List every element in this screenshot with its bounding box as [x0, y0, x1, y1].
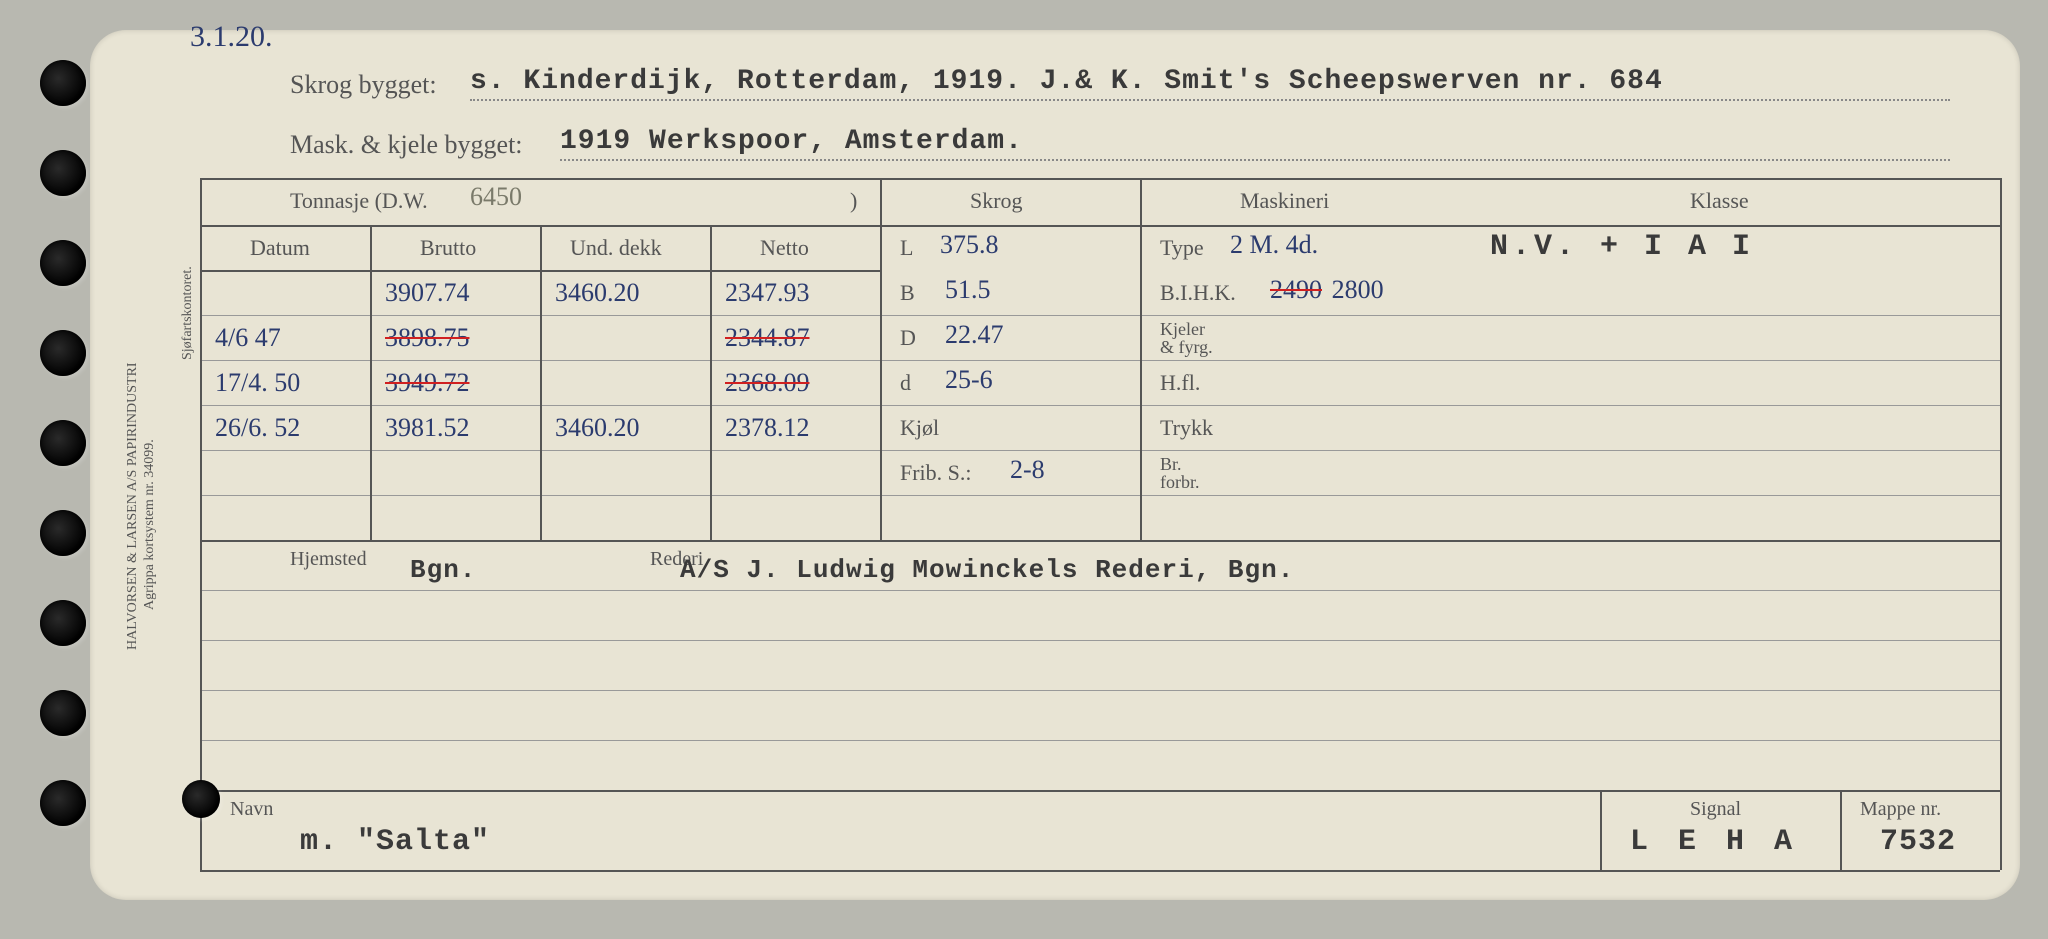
navn-label: Navn	[230, 798, 273, 821]
grid-line	[1140, 178, 1142, 540]
grid-line	[370, 225, 372, 540]
binder-hole	[40, 330, 86, 376]
grid-line	[200, 690, 2000, 691]
skrog-label: Frib. S.:	[900, 460, 972, 486]
mask-label: B.I.H.K.	[1160, 280, 1236, 306]
grid-line	[200, 405, 2000, 406]
mask-label: Type	[1160, 235, 1204, 261]
table-cell: 3898.75	[385, 323, 470, 353]
grid-line	[2000, 178, 2002, 870]
klasse-value: N.V. + I A I	[1490, 230, 1754, 264]
table-cell: 3907.74	[385, 278, 470, 308]
binder-hole	[40, 60, 86, 106]
table-cell: 3460.20	[555, 278, 640, 308]
grid-line	[200, 540, 2000, 542]
skrog-label: L	[900, 235, 913, 261]
grid-line	[710, 225, 712, 540]
grid-line	[200, 740, 2000, 741]
grid-line	[880, 178, 882, 540]
grid-line	[540, 225, 542, 540]
grid-line	[200, 178, 202, 870]
binder-hole	[40, 510, 86, 556]
binder-hole	[40, 420, 86, 466]
table-cell: 17/4. 50	[215, 368, 300, 398]
mask-label: H.fl.	[1160, 370, 1200, 396]
binder-hole	[40, 240, 86, 286]
page-root: 3.1.20. Skrog bygget: s. Kinderdijk, Rot…	[0, 0, 2048, 939]
mappe-label: Mappe nr.	[1860, 798, 1941, 821]
mappe-value: 7532	[1880, 825, 1956, 859]
grid-line	[200, 640, 2000, 641]
mask-val-struck: 2490	[1270, 275, 1322, 304]
hjemsted-label: Hjemsted	[290, 548, 367, 571]
col-netto: Netto	[760, 235, 809, 261]
grid-line	[200, 495, 2000, 496]
grid-line	[200, 360, 2000, 361]
grid-line	[200, 790, 2000, 792]
hjemsted-value: Bgn.	[410, 555, 476, 585]
col-und: Und. dekk	[570, 235, 662, 261]
mask-label: Kjeler & fyrg.	[1160, 320, 1213, 356]
grid-line	[200, 178, 2000, 180]
skrog-val: 2-8	[1010, 455, 1045, 485]
rederi-value: A/S J. Ludwig Mowinckels Rederi, Bgn.	[680, 555, 1294, 585]
skrog-bygget-label: Skrog bygget:	[290, 70, 437, 100]
table-cell: 3981.52	[385, 413, 470, 443]
mask-kjele-value: 1919 Werkspoor, Amsterdam.	[560, 126, 1950, 161]
tonnasje-title: Tonnasje (D.W.	[290, 188, 428, 214]
skrog-val: 22.47	[945, 320, 1004, 350]
skrog-bygget-value: s. Kinderdijk, Rotterdam, 1919. J.& K. S…	[470, 66, 1950, 101]
table-cell: 2378.12	[725, 413, 810, 443]
klasse-title: Klasse	[1690, 188, 1749, 214]
table-cell: 3460.20	[555, 413, 640, 443]
binder-hole	[40, 780, 86, 826]
tonnasje-close: )	[850, 188, 857, 214]
col-datum: Datum	[250, 235, 310, 261]
mask-val: 2490 2800	[1270, 275, 1384, 305]
mask-label: Trykk	[1160, 415, 1213, 441]
table-cell: 26/6. 52	[215, 413, 300, 443]
skrog-val: 375.8	[940, 230, 999, 260]
tonnasje-dw-hand: 6450	[470, 182, 522, 212]
side-manufacturer: HALVORSEN & LARSEN A/S PAPIRINDUSTRI	[125, 362, 141, 650]
side-sjofart: Sjøfartskontoret.	[180, 266, 196, 360]
mask-label: Br. forbr.	[1160, 455, 1200, 491]
index-card: 3.1.20. Skrog bygget: s. Kinderdijk, Rot…	[90, 30, 2020, 900]
skrog-title: Skrog	[970, 188, 1023, 214]
grid-line	[200, 870, 2000, 872]
grid-line	[200, 450, 2000, 451]
table-cell: 2368.09	[725, 368, 810, 398]
table-cell: 3949.72	[385, 368, 470, 398]
side-system-nr: Agrippa kortsystem nr. 34099.	[142, 439, 158, 610]
mask-val-rest: 2800	[1332, 275, 1384, 304]
maskineri-title: Maskineri	[1240, 188, 1329, 214]
table-cell: 2347.93	[725, 278, 810, 308]
binder-hole	[40, 690, 86, 736]
grid-line	[200, 315, 2000, 316]
skrog-label: B	[900, 280, 915, 306]
navn-value: m. "Salta"	[300, 825, 490, 859]
handwritten-date: 3.1.20.	[190, 20, 273, 54]
binder-hole	[40, 150, 86, 196]
grid-line	[200, 590, 2000, 591]
grid-line	[1600, 790, 1602, 870]
binder-hole	[182, 780, 220, 818]
signal-label: Signal	[1690, 798, 1741, 821]
binder-hole	[40, 600, 86, 646]
skrog-val: 25-6	[945, 365, 993, 395]
skrog-label: Kjøl	[900, 415, 939, 441]
grid-line	[200, 225, 2000, 227]
mask-kjele-label: Mask. & kjele bygget:	[290, 130, 523, 160]
mask-val: 2 M. 4d.	[1230, 230, 1318, 260]
grid-line	[1840, 790, 1842, 870]
skrog-label: d	[900, 370, 911, 396]
table-cell: 4/6 47	[215, 323, 281, 353]
col-brutto: Brutto	[420, 235, 476, 261]
skrog-val: 51.5	[945, 275, 991, 305]
skrog-label: D	[900, 325, 916, 351]
table-cell: 2344.87	[725, 323, 810, 353]
signal-value: L E H A	[1630, 825, 1798, 859]
